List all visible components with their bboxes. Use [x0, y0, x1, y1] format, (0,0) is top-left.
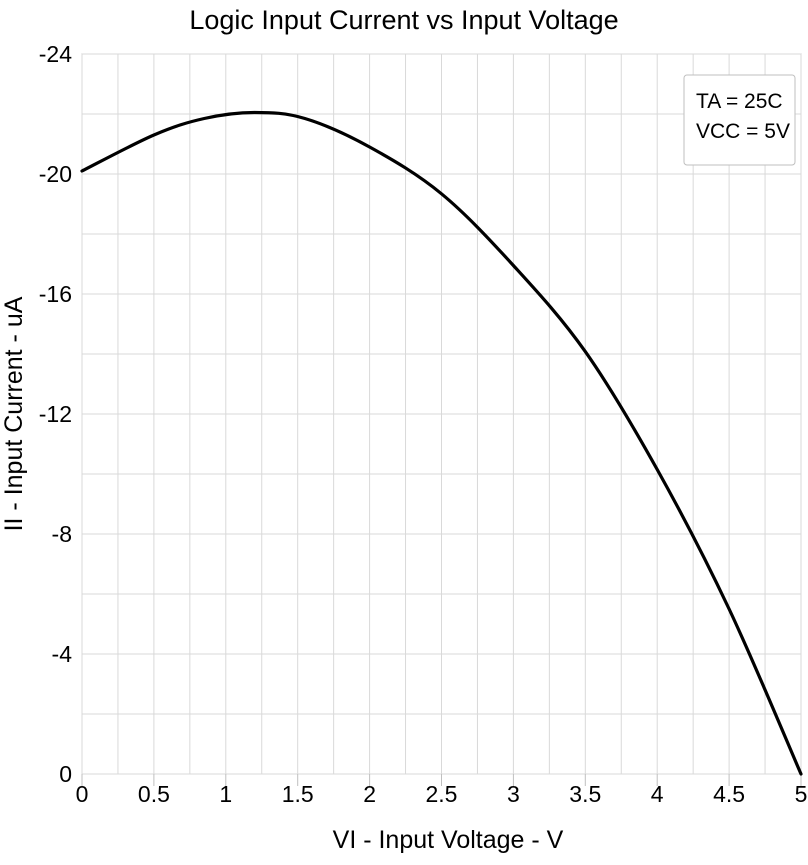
svg-text:2: 2 [363, 781, 376, 807]
svg-text:-16: -16 [39, 281, 72, 307]
svg-text:VI - Input Voltage - V: VI - Input Voltage - V [333, 826, 564, 854]
svg-text:-20: -20 [39, 161, 72, 187]
svg-text:-4: -4 [52, 641, 73, 667]
svg-text:0: 0 [76, 781, 89, 807]
svg-text:II - Input Current - uA: II - Input Current - uA [0, 296, 28, 531]
svg-text:3: 3 [507, 781, 520, 807]
svg-text:0.5: 0.5 [138, 781, 170, 807]
svg-text:TA = 25C: TA = 25C [696, 90, 783, 113]
svg-text:3.5: 3.5 [569, 781, 601, 807]
svg-text:4.5: 4.5 [713, 781, 745, 807]
svg-text:-12: -12 [39, 401, 72, 427]
svg-text:VCC = 5V: VCC = 5V [696, 120, 790, 143]
svg-text:0: 0 [59, 761, 72, 787]
svg-text:-8: -8 [52, 521, 72, 547]
svg-text:4: 4 [651, 781, 664, 807]
svg-text:1.5: 1.5 [282, 781, 314, 807]
svg-text:2.5: 2.5 [426, 781, 458, 807]
svg-text:5: 5 [795, 781, 808, 807]
svg-text:1: 1 [219, 781, 232, 807]
svg-text:-24: -24 [39, 41, 72, 67]
svg-text:Logic Input Current vs Input V: Logic Input Current vs Input Voltage [189, 5, 618, 35]
